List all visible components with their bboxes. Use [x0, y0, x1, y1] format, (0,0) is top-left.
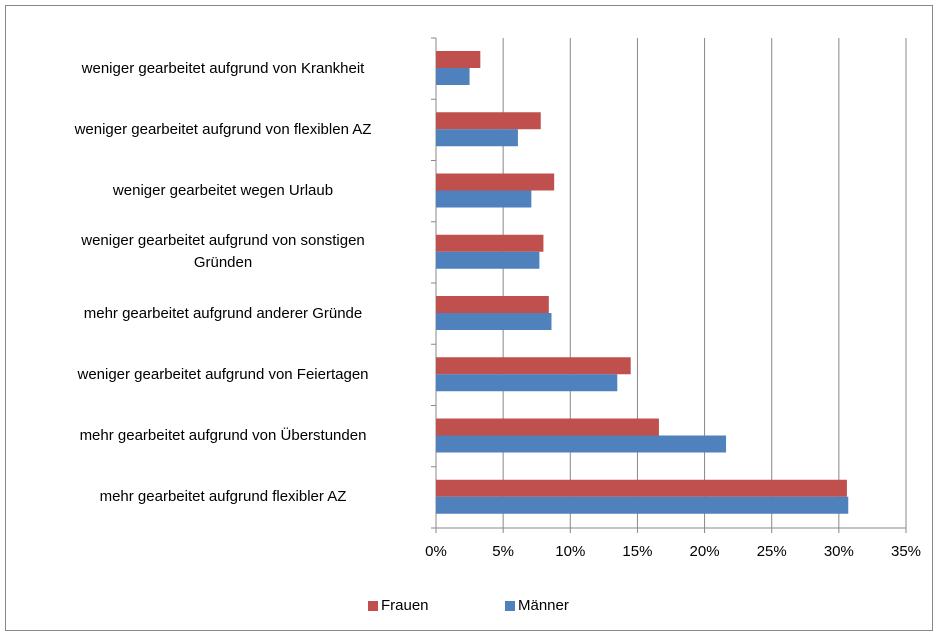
bar — [436, 68, 470, 85]
bar — [436, 479, 847, 497]
legend-label: Frauen — [381, 597, 429, 614]
y-tick-label: weniger gearbeitet aufgrund von flexible… — [74, 120, 372, 138]
bar — [436, 313, 552, 330]
y-tick-label: weniger gearbeitet aufgrund von Feiertag… — [77, 365, 369, 383]
y-tick-label: weniger gearbeitet wegen Urlaub — [112, 182, 334, 200]
legend-label: Männer — [518, 597, 569, 614]
x-tick-label: 20% — [690, 543, 720, 560]
x-tick-label: 0% — [425, 543, 447, 560]
bar — [436, 234, 544, 252]
x-tick-label: 25% — [757, 543, 787, 560]
x-tick-label: 15% — [622, 543, 652, 560]
x-tick-label: 30% — [824, 543, 854, 560]
bar — [436, 435, 727, 453]
x-tick-label: 35% — [891, 543, 921, 560]
bar — [436, 296, 549, 313]
bar — [436, 496, 849, 514]
bar — [436, 129, 518, 147]
y-tick-label: weniger gearbeitet aufgrund von sonstige… — [81, 232, 365, 272]
bar — [436, 51, 481, 68]
x-tick-label: 5% — [492, 543, 514, 560]
x-tick-label: 10% — [555, 543, 585, 560]
bar — [436, 251, 540, 269]
y-tick-label: mehr gearbeitet aufgrund anderer Gründe — [83, 304, 363, 322]
bar — [436, 112, 541, 130]
bar — [436, 418, 659, 436]
y-tick-label: mehr gearbeitet aufgrund von Überstunden — [79, 427, 367, 445]
bar — [436, 357, 631, 375]
y-tick-label: mehr gearbeitet aufgrund flexibler AZ — [99, 488, 347, 506]
bar — [436, 173, 555, 191]
y-tick-label: weniger gearbeitet aufgrund von Krankhei… — [81, 59, 365, 77]
bar — [436, 190, 532, 208]
legend-swatch — [505, 601, 515, 611]
bar — [436, 374, 618, 392]
legend-swatch — [368, 601, 378, 611]
